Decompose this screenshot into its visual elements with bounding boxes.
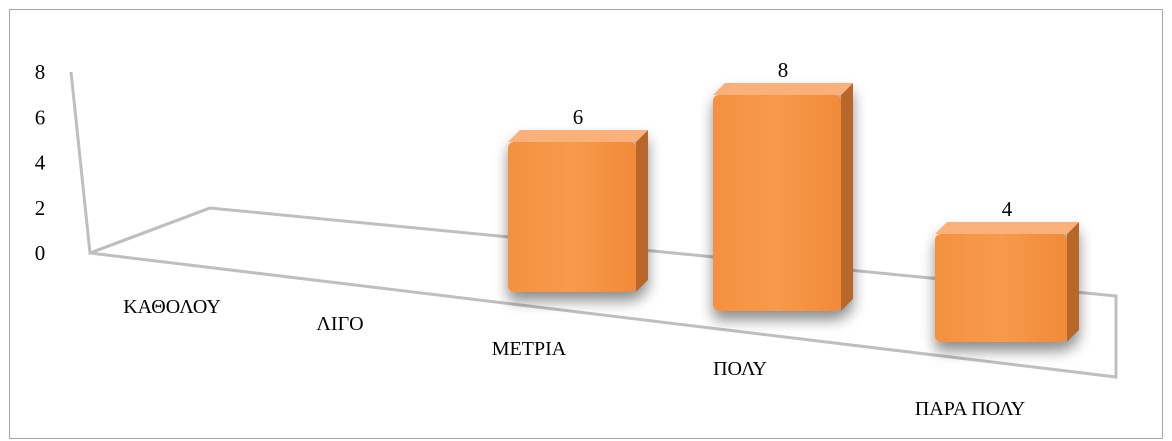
y-tick-label: 4 [35, 151, 46, 175]
y-axis-ticks: 0 2 4 6 8 [35, 60, 46, 265]
x-category-label: ΠΑΡΑ ΠΟΛΥ [915, 398, 1025, 420]
bar [713, 83, 853, 311]
data-label: 6 [573, 105, 584, 129]
x-category-label: ΚΑΘΟΛΟΥ [123, 296, 221, 318]
data-label: 8 [778, 58, 789, 82]
bar-side-face [841, 83, 853, 311]
bar [508, 130, 648, 292]
data-label: 4 [1002, 197, 1013, 221]
bar-front-face [713, 95, 841, 311]
y-tick-label: 6 [35, 105, 46, 129]
bar-side-face [636, 130, 648, 292]
back-wall-outline [69, 71, 211, 256]
bar-front-face [935, 234, 1067, 342]
x-category-label: ΛΙΓΟ [316, 313, 363, 335]
bar-top-face [713, 83, 853, 95]
bars [508, 83, 1079, 342]
floor-plane [89, 206, 1118, 379]
bar [935, 222, 1079, 342]
data-labels: 6 8 4 [573, 58, 1013, 221]
y-tick-label: 2 [35, 196, 46, 220]
bar-side-face [1067, 222, 1079, 342]
x-category-label: ΜΕΤΡΙΑ [492, 338, 567, 360]
x-axis-labels: ΚΑΘΟΛΟΥ ΛΙΓΟ ΜΕΤΡΙΑ ΠΟΛΥ ΠΑΡΑ ΠΟΛΥ [123, 296, 1025, 420]
y-tick-label: 0 [35, 241, 46, 265]
bar-top-face [935, 222, 1079, 234]
bar-top-face [508, 130, 648, 142]
x-category-label: ΠΟΛΥ [713, 358, 767, 380]
y-tick-label: 8 [35, 60, 46, 84]
bar-front-face [508, 142, 636, 292]
